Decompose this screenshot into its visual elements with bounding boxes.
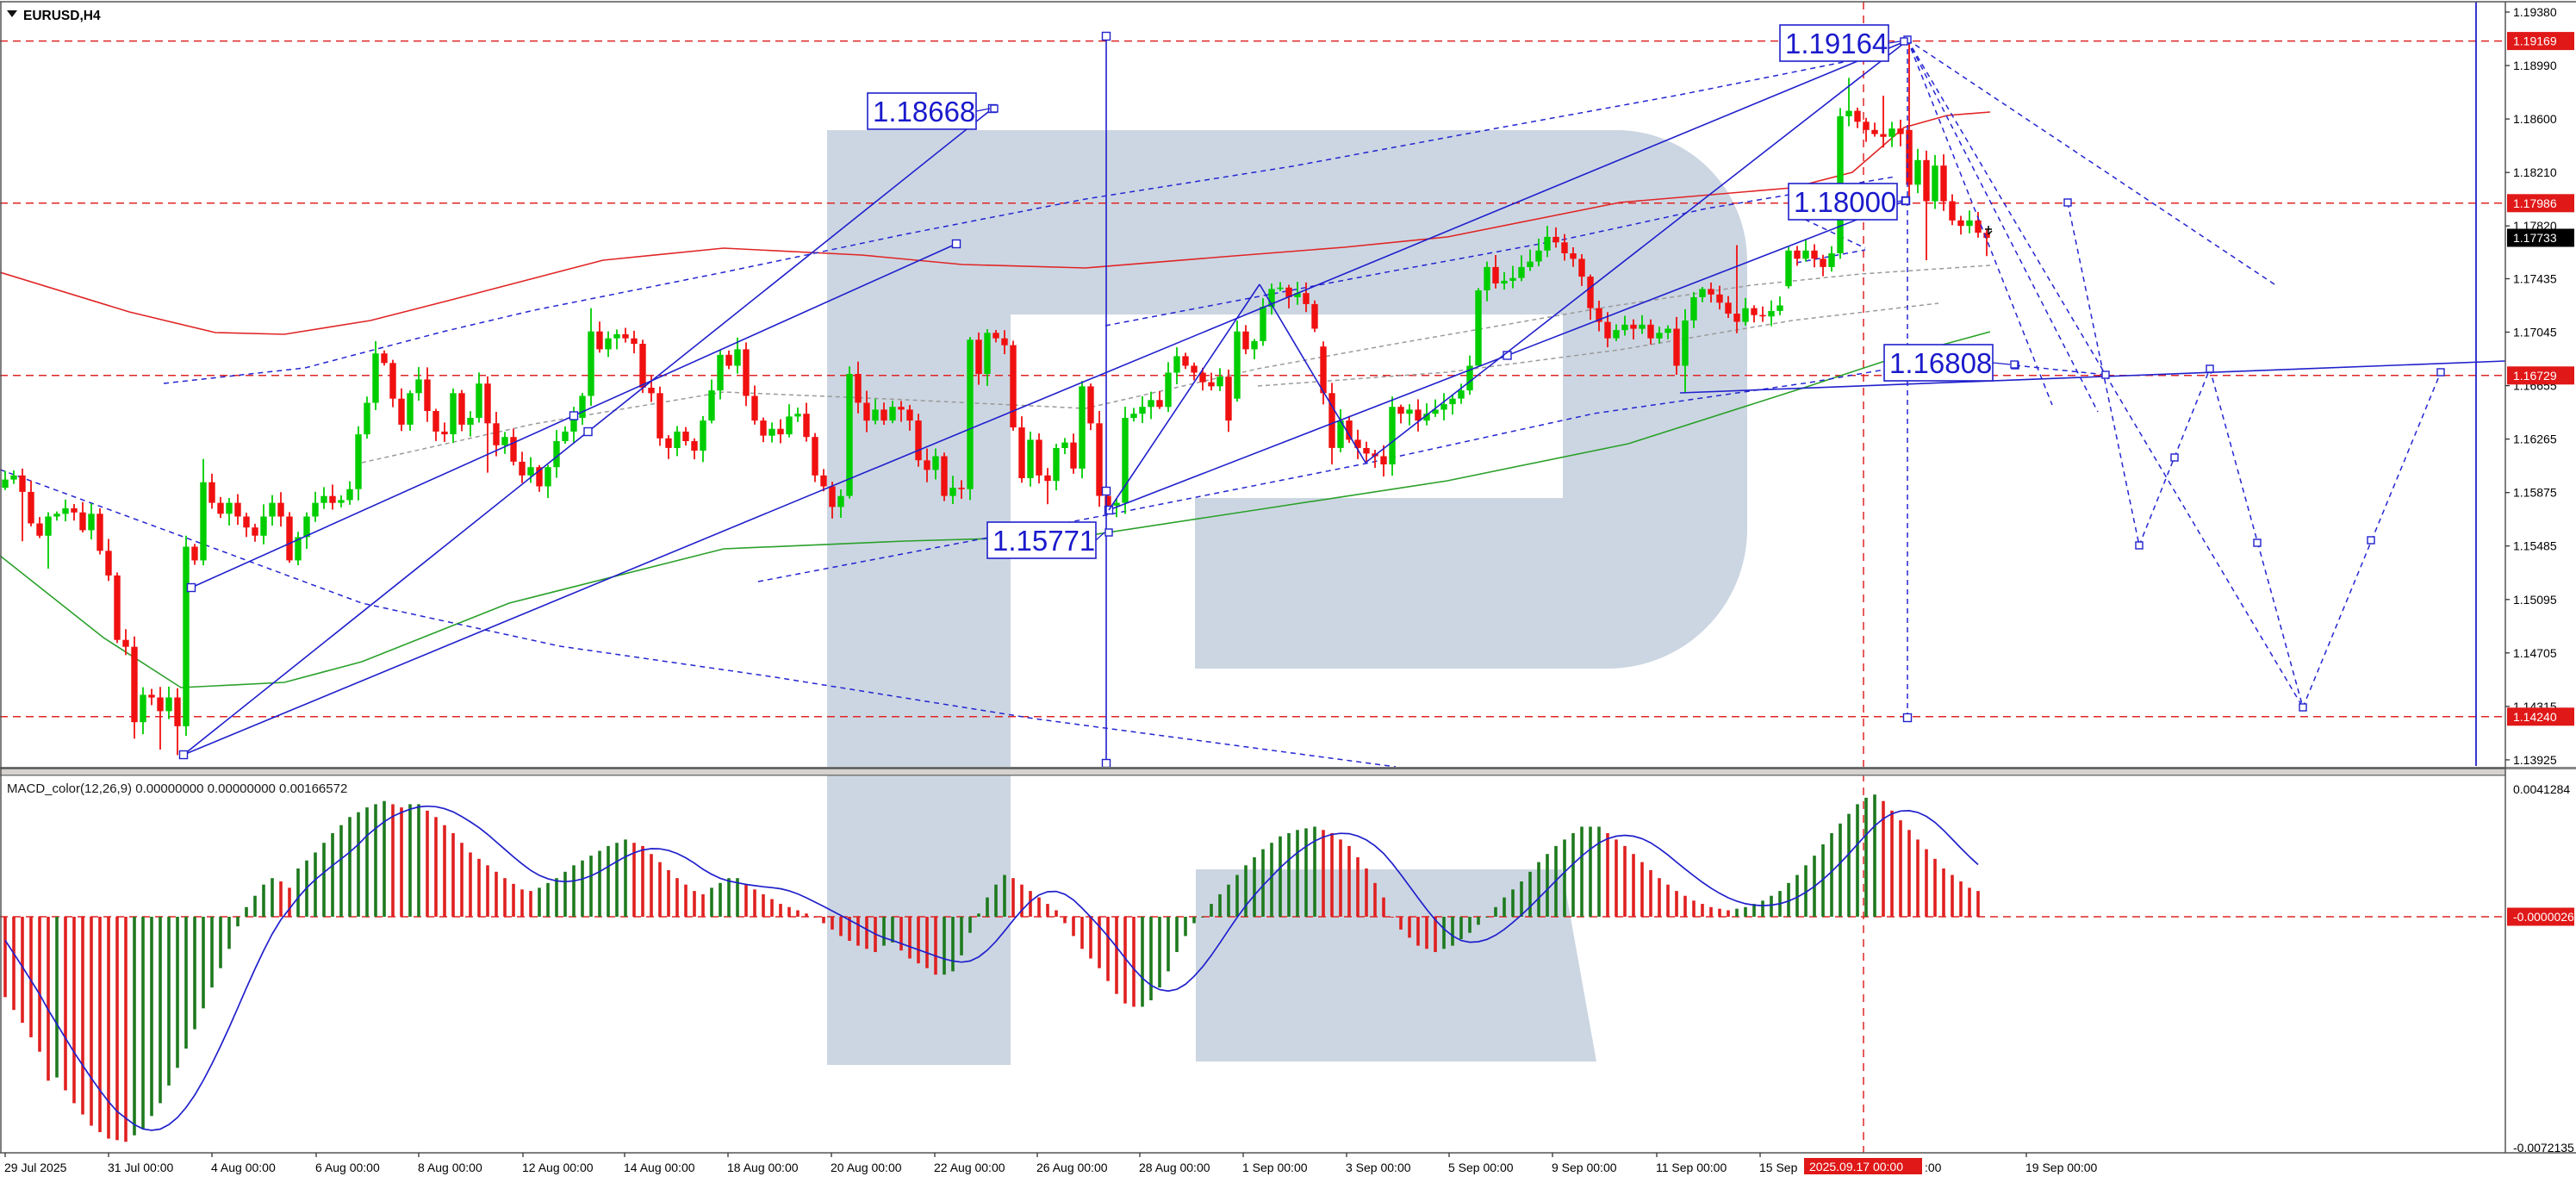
svg-text:1.15875: 1.15875 xyxy=(2513,486,2557,500)
svg-text:22 Aug 00:00: 22 Aug 00:00 xyxy=(934,1161,1005,1174)
svg-text:19 Sep 00:00: 19 Sep 00:00 xyxy=(2025,1161,2098,1174)
svg-text:1.14240: 1.14240 xyxy=(2513,710,2557,724)
svg-text:1.18600: 1.18600 xyxy=(2513,112,2557,126)
svg-text:-0.0000026: -0.0000026 xyxy=(2513,910,2574,924)
svg-text:1.17986: 1.17986 xyxy=(2513,196,2557,210)
svg-text:3 Sep 00:00: 3 Sep 00:00 xyxy=(1346,1161,1411,1174)
svg-text:1.18000: 1.18000 xyxy=(1794,186,1896,218)
svg-text:8 Aug 00:00: 8 Aug 00:00 xyxy=(418,1161,482,1174)
svg-text:1.16265: 1.16265 xyxy=(2513,433,2557,446)
svg-text:1.17435: 1.17435 xyxy=(2513,272,2557,286)
svg-text:-0.0072135: -0.0072135 xyxy=(2513,1141,2574,1155)
svg-text:6 Aug 00:00: 6 Aug 00:00 xyxy=(315,1161,380,1174)
svg-text:1.18668: 1.18668 xyxy=(873,96,975,128)
svg-text:1.17045: 1.17045 xyxy=(2513,326,2557,339)
svg-text:1.17733: 1.17733 xyxy=(2513,231,2557,245)
svg-text:1.14705: 1.14705 xyxy=(2513,646,2557,660)
svg-text:29 Jul 2025: 29 Jul 2025 xyxy=(4,1161,67,1174)
svg-text:9 Sep 00:00: 9 Sep 00:00 xyxy=(1552,1161,1617,1174)
svg-text:26 Aug 00:00: 26 Aug 00:00 xyxy=(1036,1161,1108,1174)
svg-text:15 Sep: 15 Sep xyxy=(1759,1161,1798,1174)
svg-text:1.19380: 1.19380 xyxy=(2513,5,2557,19)
svg-text:31 Jul 00:00: 31 Jul 00:00 xyxy=(108,1161,173,1174)
svg-text:14 Aug 00:00: 14 Aug 00:00 xyxy=(624,1161,695,1174)
svg-text:28 Aug 00:00: 28 Aug 00:00 xyxy=(1139,1161,1210,1174)
svg-text:4 Aug 00:00: 4 Aug 00:00 xyxy=(211,1161,276,1174)
svg-text:1.16729: 1.16729 xyxy=(2513,369,2557,383)
svg-text:5 Sep 00:00: 5 Sep 00:00 xyxy=(1448,1161,1514,1174)
svg-text:2025.09.17 00:00: 2025.09.17 00:00 xyxy=(1809,1160,1903,1173)
svg-text:1.18210: 1.18210 xyxy=(2513,165,2557,179)
svg-text:1.15485: 1.15485 xyxy=(2513,539,2557,553)
svg-text:1.13925: 1.13925 xyxy=(2513,753,2557,767)
svg-text:18 Aug 00:00: 18 Aug 00:00 xyxy=(727,1161,799,1174)
svg-text:11 Sep 00:00: 11 Sep 00:00 xyxy=(1656,1161,1727,1174)
svg-text:MACD_color(12,26,9) 0.00000000: MACD_color(12,26,9) 0.00000000 0.0000000… xyxy=(7,781,347,796)
svg-text:1 Sep 00:00: 1 Sep 00:00 xyxy=(1242,1161,1308,1174)
svg-text:12 Aug 00:00: 12 Aug 00:00 xyxy=(522,1161,594,1174)
svg-text:20 Aug 00:00: 20 Aug 00:00 xyxy=(831,1161,902,1174)
svg-text:EURUSD,H4: EURUSD,H4 xyxy=(23,9,101,23)
svg-text::00: :00 xyxy=(1925,1161,1942,1174)
svg-text:1.19164: 1.19164 xyxy=(1785,28,1888,59)
svg-text:1.16808: 1.16808 xyxy=(1889,347,1992,379)
svg-text:0.0041284: 0.0041284 xyxy=(2513,782,2570,796)
svg-text:1.15771: 1.15771 xyxy=(992,525,1095,557)
svg-text:1.19169: 1.19169 xyxy=(2513,34,2557,48)
svg-text:1.18990: 1.18990 xyxy=(2513,59,2557,72)
svg-text:1.15095: 1.15095 xyxy=(2513,593,2557,607)
